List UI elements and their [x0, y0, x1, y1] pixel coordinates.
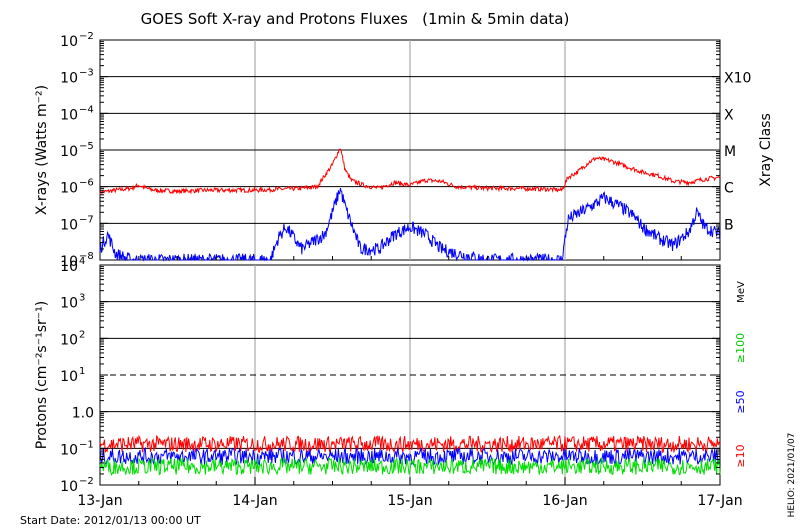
y-tick-label: 10	[60, 34, 78, 50]
y-tick-exponent: −3	[79, 68, 94, 79]
y-tick-label: 10	[60, 369, 78, 385]
y-tick-exponent: −2	[79, 31, 94, 42]
y-tick-label: 10	[60, 479, 78, 495]
chart-title: GOES Soft X-ray and Protons Fluxes (1min…	[141, 10, 570, 28]
xray-short-line	[99, 187, 721, 262]
x-tick-label: 17-Jan	[697, 493, 742, 509]
y-tick-exponent: −1	[79, 439, 94, 450]
y-tick-label: 10	[60, 71, 78, 87]
xray-long-line	[99, 148, 721, 195]
y-tick-exponent: −2	[79, 476, 94, 487]
xray-gridlines	[100, 40, 720, 260]
y-tick-label: 10	[60, 442, 78, 458]
x-tick-label: 14-Jan	[232, 493, 277, 509]
proton-legend-ge100: ≥100	[734, 333, 747, 363]
y-tick-label: 10	[60, 296, 78, 312]
xray-class-M: M	[724, 144, 736, 160]
xray-class-labels: B C M X X10	[724, 71, 751, 234]
credit-label: HELIO: 2021/01/07	[787, 433, 797, 518]
proton-legend-ge50: ≥50	[734, 390, 747, 413]
xray-class-B: B	[724, 217, 734, 233]
xray-class-C: C	[724, 181, 734, 197]
y-tick-exponent: 3	[79, 293, 85, 304]
proton-series-line	[99, 446, 721, 467]
xray-class-X10: X10	[724, 71, 751, 87]
y-tick-exponent: −7	[79, 214, 94, 225]
time-axis-ticks: 13-Jan 14-Jan 15-Jan 16-Jan 17-Jan	[77, 256, 743, 509]
y-tick-label: 10	[60, 254, 78, 270]
proton-y-axis-label: Protons (cm⁻²s⁻¹sr⁻¹)	[34, 301, 50, 450]
y-tick-label: 10	[60, 259, 78, 275]
x-tick-label: 16-Jan	[542, 493, 587, 509]
proton-gridlines	[100, 265, 720, 485]
y-tick-exponent: 4	[79, 256, 85, 267]
y-tick-label: 1.0	[72, 406, 94, 422]
y-tick-label: 10	[60, 107, 78, 123]
x-tick-label: 13-Jan	[77, 493, 122, 509]
proton-series	[99, 434, 721, 477]
proton-series-line	[99, 456, 721, 477]
start-date-label: Start Date: 2012/01/13 00:00 UT	[20, 514, 201, 527]
y-tick-label: 10	[60, 181, 78, 197]
y-tick-exponent: 1	[79, 366, 85, 377]
y-tick-exponent: −5	[79, 141, 94, 152]
y-tick-label: 10	[60, 217, 78, 233]
xray-y-axis-label: X-rays (Watts m⁻²)	[34, 85, 50, 215]
y-tick-exponent: −6	[79, 178, 94, 189]
xray-class-axis-label: Xray Class	[758, 113, 774, 187]
xray-series	[99, 148, 721, 262]
xray-class-X: X	[724, 107, 734, 123]
proton-unit-label: MeV	[736, 281, 747, 303]
y-tick-exponent: −4	[79, 104, 94, 115]
xray-y-ticks: 10−810−710−610−510−410−310−2	[60, 31, 720, 270]
proton-legend-ge10: ≥10	[734, 444, 747, 467]
proton-series-line	[99, 434, 721, 454]
x-tick-label: 15-Jan	[387, 493, 432, 509]
y-tick-label: 10	[60, 144, 78, 160]
y-tick-exponent: −8	[79, 251, 94, 262]
y-tick-label: 10	[60, 332, 78, 348]
y-tick-exponent: 2	[79, 329, 85, 340]
